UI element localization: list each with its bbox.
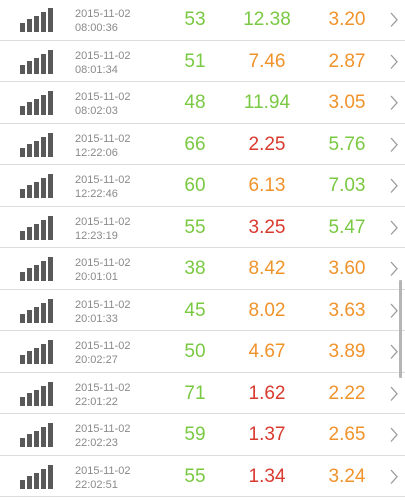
test-date: 2015-11-02 <box>75 49 131 62</box>
value-1: 55 <box>184 465 206 487</box>
value-1: 50 <box>184 341 206 362</box>
value-3: 2.65 <box>328 424 366 445</box>
value-2: 1.62 <box>248 382 286 404</box>
chevron-right-icon[interactable] <box>386 331 402 373</box>
signal-strength-icon <box>20 215 54 240</box>
result-row[interactable]: 2015-11-02 12:23:19 55 3.25 5.47 <box>0 207 405 249</box>
result-row[interactable]: 2015-11-02 22:01:22 71 1.62 2.22 <box>0 373 405 415</box>
test-date: 2015-11-02 <box>75 464 131 477</box>
signal-strength-icon <box>20 464 54 489</box>
value-3: 3.89 <box>328 341 366 362</box>
signal-strength-icon <box>20 49 54 74</box>
test-time: 12:22:06 <box>75 146 118 159</box>
test-date: 2015-11-02 <box>75 257 131 269</box>
value-3: 7.03 <box>328 175 366 196</box>
signal-strength-icon <box>20 8 54 32</box>
result-row[interactable]: 2015-11-02 20:02:27 50 4.67 3.89 <box>0 331 405 373</box>
result-row[interactable]: 2015-11-02 12:22:06 66 2.25 5.76 <box>0 124 405 166</box>
test-date: 2015-11-02 <box>75 381 131 394</box>
value-1: 66 <box>184 133 206 155</box>
chevron-right-icon[interactable] <box>386 124 402 166</box>
test-date: 2015-11-02 <box>75 8 131 20</box>
chevron-right-icon[interactable] <box>386 41 402 83</box>
result-row[interactable]: 2015-11-02 20:01:01 38 8.42 3.60 <box>0 248 405 290</box>
result-row[interactable]: 2015-11-02 12:22:46 60 6.13 7.03 <box>0 165 405 207</box>
test-time: 22:02:51 <box>75 478 118 491</box>
chevron-right-icon[interactable] <box>386 165 402 207</box>
result-row[interactable]: 2015-11-02 22:02:51 55 1.34 3.24 <box>0 456 405 498</box>
value-2: 11.94 <box>243 92 291 113</box>
test-date: 2015-11-02 <box>75 91 131 103</box>
test-date: 2015-11-02 <box>75 423 131 435</box>
value-2: 12.38 <box>243 9 291 30</box>
value-1: 55 <box>184 216 206 238</box>
signal-strength-icon <box>20 423 54 447</box>
result-row[interactable]: 2015-11-02 08:02:03 48 11.94 3.05 <box>0 82 405 124</box>
chevron-right-icon[interactable] <box>386 248 402 290</box>
chevron-right-icon[interactable] <box>386 290 402 332</box>
value-3: 3.60 <box>328 258 366 279</box>
chevron-right-icon[interactable] <box>386 373 402 415</box>
value-3: 5.47 <box>328 216 366 238</box>
value-2: 3.25 <box>248 216 286 238</box>
chevron-right-icon[interactable] <box>386 414 402 456</box>
value-2: 1.34 <box>248 465 286 487</box>
test-date: 2015-11-02 <box>75 132 131 145</box>
signal-strength-icon <box>20 174 54 198</box>
value-2: 7.46 <box>248 50 286 72</box>
signal-strength-icon <box>20 381 54 406</box>
value-2: 2.25 <box>248 133 286 155</box>
value-1: 38 <box>184 258 206 279</box>
value-2: 6.13 <box>248 175 286 196</box>
value-1: 51 <box>184 50 206 72</box>
signal-strength-icon <box>20 132 54 157</box>
signal-strength-icon <box>20 257 54 281</box>
value-1: 59 <box>184 424 206 445</box>
test-time: 20:01:01 <box>75 271 118 283</box>
value-1: 48 <box>184 92 206 113</box>
test-time: 12:23:19 <box>75 229 118 242</box>
value-1: 53 <box>184 9 206 30</box>
chevron-right-icon[interactable] <box>386 0 402 41</box>
scrollbar[interactable] <box>399 280 402 378</box>
test-time: 22:01:22 <box>75 395 118 408</box>
test-time: 22:02:23 <box>75 437 118 449</box>
result-row[interactable]: 2015-11-02 22:02:23 59 1.37 2.65 <box>0 414 405 456</box>
value-1: 45 <box>184 299 206 321</box>
signal-strength-icon <box>20 91 54 115</box>
value-2: 4.67 <box>248 341 286 362</box>
test-time: 08:02:03 <box>75 105 118 117</box>
test-time: 12:22:46 <box>75 188 118 200</box>
test-time: 20:02:27 <box>75 354 118 366</box>
value-2: 1.37 <box>248 424 286 445</box>
test-time: 08:01:34 <box>75 63 118 76</box>
test-date: 2015-11-02 <box>75 340 131 352</box>
test-date: 2015-11-02 <box>75 215 131 228</box>
result-row[interactable]: 2015-11-02 08:00:36 53 12.38 3.20 <box>0 0 405 41</box>
value-3: 5.76 <box>328 133 366 155</box>
test-date: 2015-11-02 <box>75 298 131 311</box>
value-1: 71 <box>184 382 206 404</box>
test-date: 2015-11-02 <box>75 174 131 186</box>
value-3: 3.24 <box>328 465 366 487</box>
signal-strength-icon <box>20 298 54 323</box>
value-3: 2.22 <box>328 382 366 404</box>
value-1: 60 <box>184 175 206 196</box>
test-time: 20:01:33 <box>75 312 118 325</box>
result-row[interactable]: 2015-11-02 08:01:34 51 7.46 2.87 <box>0 41 405 83</box>
value-2: 8.02 <box>248 299 286 321</box>
value-2: 8.42 <box>248 258 286 279</box>
result-row[interactable]: 2015-11-02 20:01:33 45 8.02 3.63 <box>0 290 405 332</box>
chevron-right-icon[interactable] <box>386 456 402 498</box>
signal-strength-icon <box>20 340 54 364</box>
test-time: 08:00:36 <box>75 22 118 34</box>
value-3: 3.05 <box>328 92 366 113</box>
chevron-right-icon[interactable] <box>386 207 402 249</box>
chevron-right-icon[interactable] <box>386 82 402 124</box>
value-3: 3.63 <box>328 299 366 321</box>
value-3: 2.87 <box>328 50 366 72</box>
value-3: 3.20 <box>328 9 366 30</box>
